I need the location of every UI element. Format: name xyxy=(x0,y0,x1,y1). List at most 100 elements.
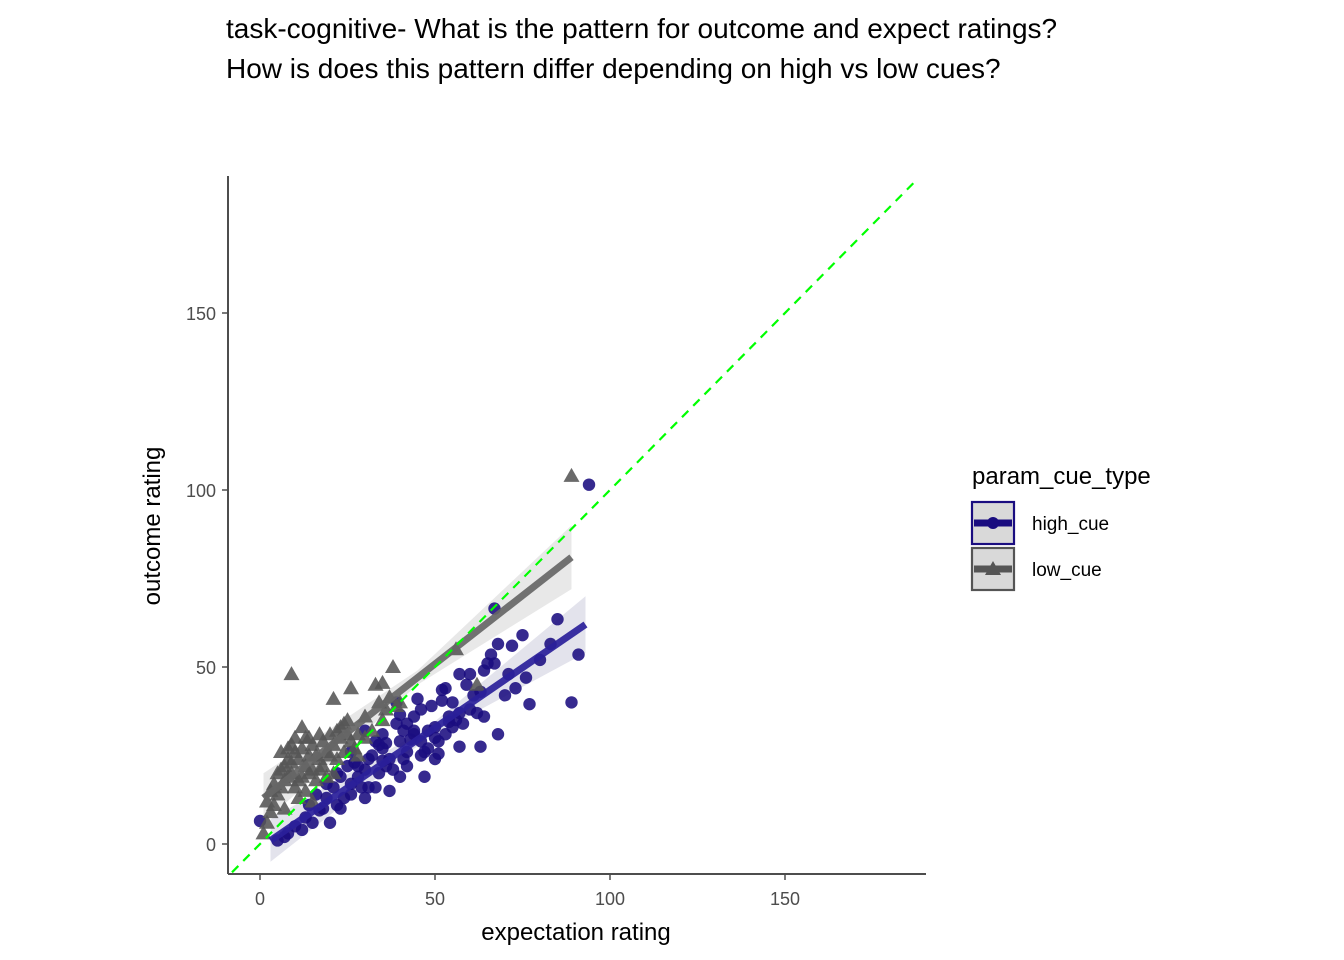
high_cue-point xyxy=(358,791,372,805)
x-tick-label: 150 xyxy=(770,889,800,909)
low_cue-point xyxy=(315,733,331,748)
low_cue-point xyxy=(385,659,401,673)
low_cue-point xyxy=(329,751,345,766)
high_cue-point xyxy=(400,717,414,730)
axes xyxy=(227,176,926,875)
high_cue-point xyxy=(470,706,484,720)
low_cue-point xyxy=(297,782,314,797)
y-tick-label: 100 xyxy=(186,481,216,501)
high_cue-point xyxy=(523,697,536,711)
high_cue-point xyxy=(439,682,452,695)
chart-title-line-2: How is does this pattern differ dependin… xyxy=(226,53,1001,84)
high_cue-point xyxy=(463,667,477,681)
x-tick-label: 100 xyxy=(595,889,625,909)
low_cue-point xyxy=(262,804,279,819)
x-axis-title: expectation rating xyxy=(481,919,670,946)
legend-title: param_cue_type xyxy=(972,463,1151,490)
high_cue-point xyxy=(341,759,354,773)
low_cue-point xyxy=(343,733,359,748)
low_cue-point xyxy=(269,786,286,801)
y-axis-title: outcome rating xyxy=(139,447,166,606)
high_cue-point xyxy=(390,717,403,730)
high_cue-point xyxy=(418,770,431,783)
low_cue-point xyxy=(336,715,352,730)
x-tick-label: 0 xyxy=(255,889,265,909)
low_cue-point xyxy=(294,719,310,734)
low_cue-point xyxy=(325,690,342,705)
high_cue-point xyxy=(582,478,596,491)
low_cue-point xyxy=(350,747,366,762)
legend-triangle-icon xyxy=(985,561,1001,575)
legend-label: high_cue xyxy=(1032,514,1109,535)
high_cue-point xyxy=(516,628,529,642)
low_cue-point xyxy=(276,800,293,815)
legend-label: low_cue xyxy=(1032,560,1102,581)
high_cue-point xyxy=(491,728,505,741)
x-tick-label: 50 xyxy=(425,889,445,909)
low_cue-point xyxy=(304,736,321,751)
low_cue-point xyxy=(350,726,366,741)
high_cue-point xyxy=(460,678,473,691)
high_cue-point xyxy=(505,639,519,652)
low_cue-point xyxy=(259,793,275,808)
legend: param_cue_type high_cue low_cue xyxy=(970,463,1151,592)
low_cue-point xyxy=(287,779,303,794)
low_cue-point xyxy=(322,726,338,741)
high_cue-point xyxy=(411,692,424,706)
high_cue-point xyxy=(498,689,512,702)
high_cue-point xyxy=(565,696,578,709)
low_cue-point xyxy=(283,666,300,681)
y-tick-label: 150 xyxy=(186,304,216,324)
legend-circle-icon xyxy=(987,517,999,529)
high_cue-point xyxy=(453,667,466,681)
low_cue-point xyxy=(563,467,580,482)
high_cue-point xyxy=(414,703,428,716)
high_cue-point xyxy=(477,664,491,677)
high_cue-point xyxy=(334,802,347,815)
high_cue-point xyxy=(453,740,466,753)
high_cue-point xyxy=(362,752,375,766)
high_cue-point xyxy=(572,648,585,661)
high_cue-point xyxy=(509,682,522,695)
high_cue-point xyxy=(425,699,438,713)
low_cue-point xyxy=(280,740,296,755)
low_cue-point xyxy=(308,772,324,787)
low_cue-point xyxy=(259,814,275,829)
high_cue-point xyxy=(474,740,487,753)
high_cue-point xyxy=(446,696,459,709)
low_cue-point xyxy=(392,694,408,709)
high_cue-point xyxy=(551,613,564,626)
low_cue-point xyxy=(311,726,328,741)
high_cue-fit-line xyxy=(268,621,588,844)
low_cue-fit-line xyxy=(261,554,574,801)
high_cue-point xyxy=(323,816,337,829)
low_cue-point xyxy=(283,754,300,769)
low_cue-point xyxy=(287,743,303,758)
plot-area xyxy=(231,181,916,874)
low_cue-point xyxy=(273,743,289,758)
high_cue-point xyxy=(393,735,407,748)
chart-title: task-cognitive- What is the pattern for … xyxy=(226,13,1057,84)
low_cue-point xyxy=(304,793,321,808)
high_cue-point xyxy=(491,637,505,651)
high_cue-point xyxy=(428,752,442,766)
high_cue-point xyxy=(397,752,410,766)
low_cue-point xyxy=(469,676,485,691)
low_cue-point xyxy=(367,676,384,691)
high_cue-point xyxy=(376,742,389,755)
low_cue-point xyxy=(311,761,328,776)
y-tick-label: 0 xyxy=(206,835,216,855)
legend-key-low_cue xyxy=(970,546,1016,592)
legend-key-high_cue xyxy=(970,500,1016,546)
high_cue-point xyxy=(421,742,435,755)
low_cue-point xyxy=(325,765,342,780)
axis-ticks: 0 50 100 150 0 50 100 150 xyxy=(186,304,800,909)
high_cue-point xyxy=(435,694,449,707)
y-tick-label: 50 xyxy=(196,658,216,678)
identity-reference-line xyxy=(231,181,916,874)
low_cue-point xyxy=(273,761,289,776)
high_cue-point xyxy=(383,784,396,798)
low_cue-point xyxy=(343,680,359,695)
low_cue-point xyxy=(301,729,317,744)
